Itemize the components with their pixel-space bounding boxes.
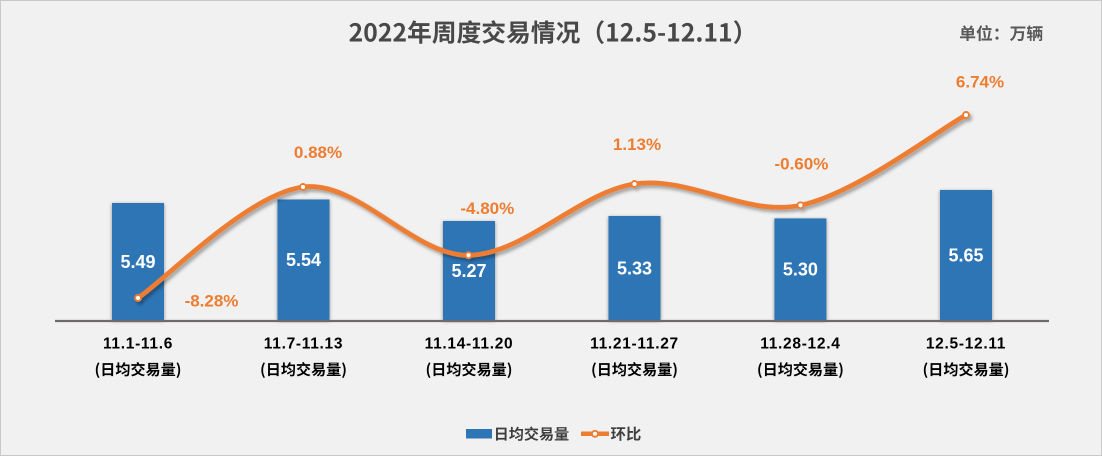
svg-text:11.14-11.20: 11.14-11.20 <box>425 335 514 352</box>
svg-text:-8.28%: -8.28% <box>185 291 239 310</box>
svg-text:11.7-11.13: 11.7-11.13 <box>264 335 343 352</box>
svg-text:5.54: 5.54 <box>286 250 321 270</box>
svg-text:6.74%: 6.74% <box>956 72 1004 91</box>
svg-text:5.27: 5.27 <box>451 261 486 281</box>
svg-text:11.28-12.4: 11.28-12.4 <box>760 335 840 352</box>
svg-text:11.1-11.6: 11.1-11.6 <box>103 335 173 352</box>
svg-text:5.33: 5.33 <box>617 258 652 278</box>
svg-text:5.65: 5.65 <box>948 245 983 265</box>
svg-text:-0.60%: -0.60% <box>774 154 828 173</box>
svg-text:12.5-12.11: 12.5-12.11 <box>926 335 1006 352</box>
svg-text:11.21-11.27: 11.21-11.27 <box>590 335 679 352</box>
svg-text:0.88%: 0.88% <box>294 143 342 162</box>
svg-text:1.13%: 1.13% <box>613 135 661 154</box>
svg-text:5.49: 5.49 <box>120 252 155 272</box>
svg-text:5.30: 5.30 <box>783 260 818 280</box>
svg-text:-4.80%: -4.80% <box>460 199 514 218</box>
